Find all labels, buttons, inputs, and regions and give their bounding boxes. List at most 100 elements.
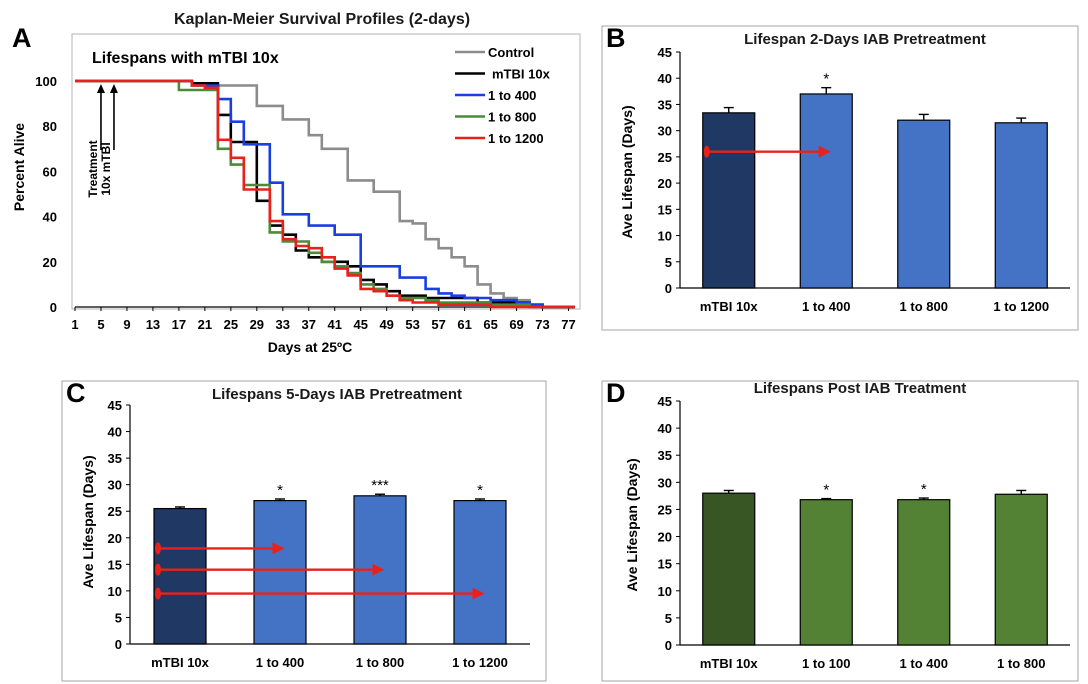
y-tick-label: 20 — [658, 176, 672, 191]
x-tick-label: 1 to 400 — [900, 656, 948, 671]
y-tick-label: 20 — [658, 530, 672, 545]
bar — [799, 499, 853, 646]
legend-label: Control — [488, 45, 534, 60]
panel-b: B Lifespan 2-Days IAB Pretreatment 0 5 10 1… — [601, 23, 1079, 331]
y-tick-label: 45 — [108, 398, 122, 413]
y-tick-label: 20 — [108, 531, 122, 546]
chart-a-y-tick: 20 — [43, 255, 57, 270]
significance-marker: * — [823, 71, 829, 88]
bar — [897, 499, 951, 646]
significance-marker: * — [477, 482, 483, 499]
chart-a-x-tick: 53 — [405, 317, 419, 332]
chart-a-x-tick: 21 — [198, 317, 212, 332]
x-tick-label: 1 to 100 — [802, 656, 850, 671]
chart-b-plot: 0 5 10 15 20 25 30 35 40 45 mTBI 10x * 1 to 400 1 to … — [658, 45, 1070, 314]
chart-d-title: Lifespans Post IAB Treatment — [754, 380, 967, 397]
bar — [702, 492, 756, 646]
y-tick-label: 0 — [665, 281, 672, 296]
y-tick-label: 30 — [658, 475, 672, 490]
chart-b-ylabel: Ave Lifespan (Days) — [619, 105, 635, 238]
panel-label-d: D — [606, 378, 626, 408]
bar — [994, 122, 1048, 289]
y-tick-label: 5 — [665, 255, 672, 270]
bar — [799, 93, 853, 289]
chart-a-x-tick: 65 — [483, 317, 497, 332]
y-tick-label: 5 — [115, 610, 122, 625]
significance-marker: * — [921, 481, 927, 498]
panel-label-b: B — [606, 23, 626, 53]
chart-a-x-tick: 33 — [276, 317, 290, 332]
panel-c: C Lifespans 5-Days IAB Pretreatment 0 5 10… — [61, 378, 547, 682]
x-tick-label: mTBI 10x — [700, 656, 759, 671]
chart-d-plot: 0 5 10 15 20 25 30 35 40 45 mTBI 10x * 1 to 100 * 1 to… — [658, 394, 1070, 671]
y-tick-label: 30 — [658, 124, 672, 139]
chart-a-y-tick: 0 — [50, 300, 57, 315]
y-tick-label: 25 — [658, 502, 672, 517]
bar — [153, 507, 207, 645]
x-tick-label: 1 to 800 — [356, 655, 404, 670]
y-tick-label: 15 — [658, 202, 672, 217]
chart-a-y-tick: 40 — [43, 210, 57, 225]
y-tick-label: 30 — [108, 478, 122, 493]
chart-a-y-tick: 100 — [35, 74, 57, 89]
y-tick-label: 0 — [115, 637, 122, 652]
chart-d-ylabel: Ave Lifespan (Days) — [624, 458, 640, 591]
chart-a-xlabel: Days at 25ºC — [268, 339, 353, 355]
y-tick-label: 45 — [658, 394, 672, 409]
chart-a-x-tick: 73 — [535, 317, 549, 332]
chart-a-x-tick: 69 — [509, 317, 523, 332]
chart-a-subtitle: Lifespans with mTBI 10x — [92, 50, 279, 67]
y-tick-label: 40 — [658, 71, 672, 86]
chart-a-x-tick: 5 — [97, 317, 104, 332]
x-tick-label: 1 to 800 — [997, 656, 1045, 671]
bar — [994, 493, 1048, 646]
y-tick-label: 25 — [658, 150, 672, 165]
chart-b-title: Lifespan 2-Days IAB Pretreatment — [744, 31, 986, 48]
chart-b-frame — [601, 25, 1079, 331]
chart-a-y-tick: 80 — [43, 119, 57, 134]
chart-a-x-tick: 17 — [172, 317, 186, 332]
y-tick-label: 40 — [108, 425, 122, 440]
legend-label: 1 to 800 — [488, 110, 536, 125]
chart-a-x-tick: 25 — [224, 317, 238, 332]
panel-a: A Kaplan-Meier Survival Profiles (2-days… — [11, 11, 581, 355]
chart-a-x-tick: 29 — [250, 317, 264, 332]
bar — [702, 112, 756, 289]
y-tick-label: 35 — [108, 451, 122, 466]
x-tick-label: 1 to 800 — [900, 299, 948, 314]
chart-c-ylabel: Ave Lifespan (Days) — [80, 455, 96, 588]
bar — [253, 500, 307, 645]
x-tick-label: 1 to 1200 — [993, 299, 1049, 314]
x-tick-label: 1 to 400 — [802, 299, 850, 314]
chart-a-y-tick: 60 — [43, 164, 57, 179]
x-tick-label: 1 to 400 — [256, 655, 304, 670]
significance-marker: * — [277, 482, 283, 499]
chart-a-ylabel: Percent Alive — [11, 123, 27, 211]
chart-a-x-tick: 37 — [302, 317, 316, 332]
chart-a-x-tick: 61 — [457, 317, 471, 332]
chart-a-x-tick: 1 — [71, 317, 78, 332]
y-tick-label: 0 — [665, 638, 672, 653]
annotation-label: Treatment — [86, 140, 100, 197]
y-tick-label: 10 — [658, 584, 672, 599]
panel-label-a: A — [12, 23, 32, 53]
significance-marker: * — [823, 482, 829, 499]
chart-a-x-tick: 77 — [561, 317, 575, 332]
chart-a-x-tick: 9 — [123, 317, 130, 332]
y-tick-label: 15 — [108, 557, 122, 572]
chart-a-x-tick: 45 — [353, 317, 367, 332]
chart-c-frame — [61, 380, 547, 682]
y-tick-label: 40 — [658, 421, 672, 436]
bar — [453, 500, 507, 645]
y-tick-label: 10 — [658, 229, 672, 244]
y-tick-label: 25 — [108, 504, 122, 519]
bar — [897, 119, 951, 289]
chart-a-x-tick: 41 — [328, 317, 342, 332]
x-tick-label: mTBI 10x — [700, 299, 759, 314]
panel-d: D Lifespans Post IAB Treatment 0 5 10 15 20 2… — [601, 378, 1079, 682]
series-line-1-to-1200 — [75, 79, 575, 309]
y-tick-label: 5 — [665, 611, 672, 626]
legend-label: 1 to 400 — [488, 88, 536, 103]
chart-c-title: Lifespans 5-Days IAB Pretreatment — [212, 386, 462, 403]
